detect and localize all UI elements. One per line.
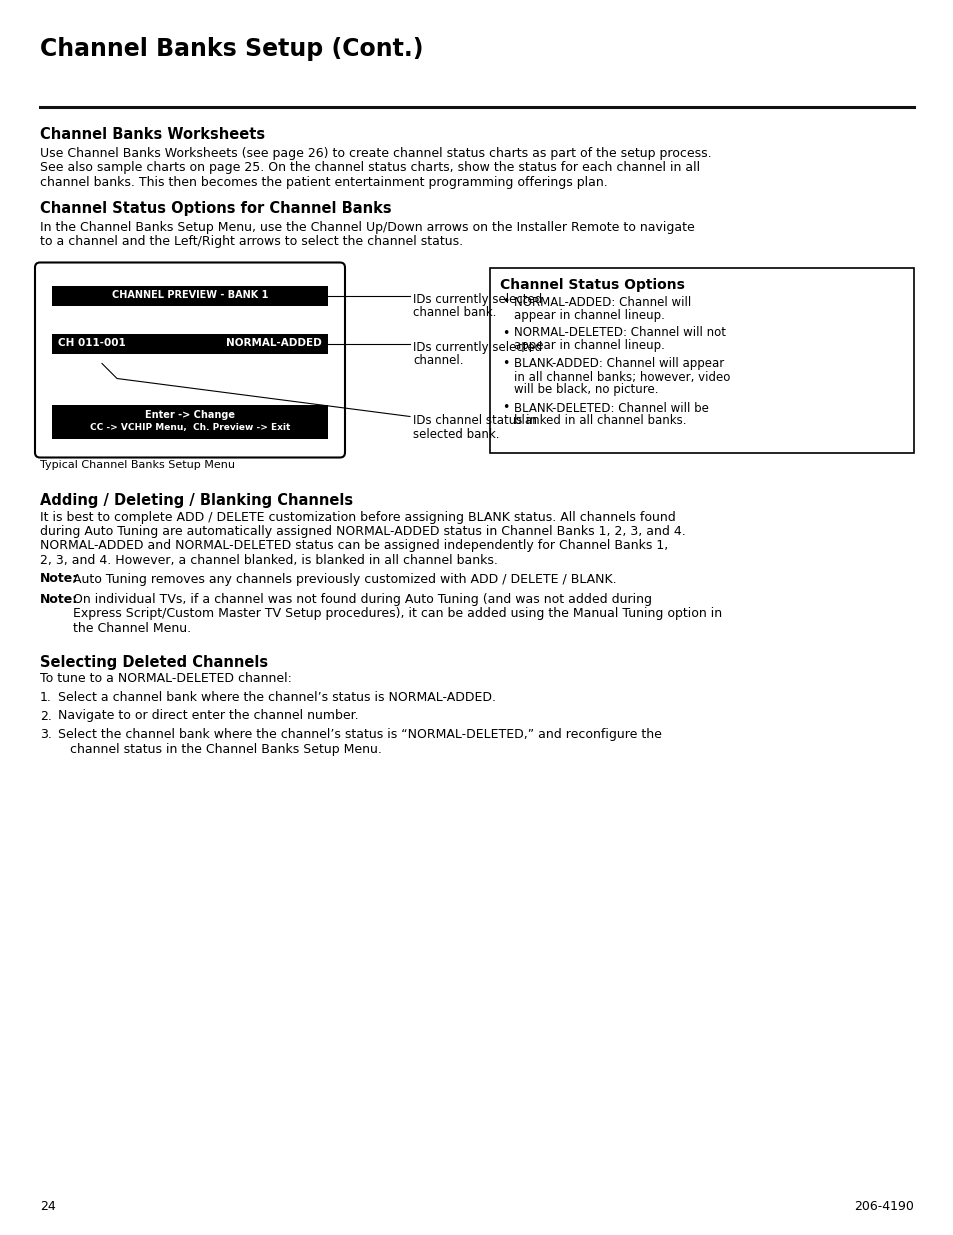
Text: will be black, no picture.: will be black, no picture. (514, 384, 658, 396)
Text: selected bank.: selected bank. (413, 427, 499, 441)
Bar (490, 268, 913, 452)
Text: Navigate to or direct enter the channel number.: Navigate to or direct enter the channel … (58, 709, 358, 722)
Text: Express Script/Custom Master TV Setup procedures), it can be added using the Man: Express Script/Custom Master TV Setup pr… (73, 608, 721, 620)
Text: •: • (501, 401, 509, 415)
Text: 1.: 1. (40, 692, 51, 704)
Text: appear in channel lineup.: appear in channel lineup. (514, 309, 664, 321)
Text: Select the channel bank where the channel’s status is “NORMAL-DELETED,” and reco: Select the channel bank where the channe… (58, 727, 661, 741)
Text: Typical Channel Banks Setup Menu: Typical Channel Banks Setup Menu (40, 461, 234, 471)
Text: NORMAL-ADDED: NORMAL-ADDED (226, 338, 322, 348)
Text: See also sample charts on page 25. On the channel status charts, show the status: See also sample charts on page 25. On th… (40, 162, 700, 174)
Text: 24: 24 (40, 1200, 55, 1213)
Text: BLANK-ADDED: Channel will appear: BLANK-ADDED: Channel will appear (514, 357, 723, 370)
Text: appear in channel lineup.: appear in channel lineup. (514, 340, 664, 352)
Text: To tune to a NORMAL-DELETED channel:: To tune to a NORMAL-DELETED channel: (40, 673, 292, 685)
Text: •: • (501, 357, 509, 370)
Text: NORMAL-ADDED: Channel will: NORMAL-ADDED: Channel will (514, 295, 691, 309)
Text: blanked in all channel banks.: blanked in all channel banks. (514, 415, 686, 427)
Text: Select a channel bank where the channel’s status is NORMAL-ADDED.: Select a channel bank where the channel’… (58, 692, 496, 704)
Text: 206-4190: 206-4190 (853, 1200, 913, 1213)
Text: Note:: Note: (40, 573, 78, 585)
Text: CC -> VCHIP Menu,  Ch. Preview -> Exit: CC -> VCHIP Menu, Ch. Preview -> Exit (90, 424, 290, 432)
Text: NORMAL-ADDED and NORMAL-DELETED status can be assigned independently for Channel: NORMAL-ADDED and NORMAL-DELETED status c… (40, 540, 667, 552)
Text: during Auto Tuning are automatically assigned NORMAL-ADDED status in Channel Ban: during Auto Tuning are automatically ass… (40, 525, 685, 538)
Text: channel bank.: channel bank. (413, 306, 496, 320)
Text: Auto Tuning removes any channels previously customized with ADD / DELETE / BLANK: Auto Tuning removes any channels previou… (73, 573, 616, 585)
Text: Enter -> Change: Enter -> Change (145, 410, 234, 420)
Text: Use Channel Banks Worksheets (see page 26) to create channel status charts as pa: Use Channel Banks Worksheets (see page 2… (40, 147, 711, 161)
Text: •: • (501, 326, 509, 340)
Text: to a channel and the Left/Right arrows to select the channel status.: to a channel and the Left/Right arrows t… (40, 235, 462, 248)
Text: In the Channel Banks Setup Menu, use the Channel Up/Down arrows on the Installer: In the Channel Banks Setup Menu, use the… (40, 221, 694, 233)
Text: channel status in the Channel Banks Setup Menu.: channel status in the Channel Banks Setu… (58, 742, 381, 756)
Text: 2, 3, and 4. However, a channel blanked, is blanked in all channel banks.: 2, 3, and 4. However, a channel blanked,… (40, 555, 497, 567)
Text: CHANNEL PREVIEW - BANK 1: CHANNEL PREVIEW - BANK 1 (112, 290, 268, 300)
Bar (52, 405, 328, 438)
FancyBboxPatch shape (35, 263, 345, 457)
Text: CH 011-001: CH 011-001 (58, 338, 126, 348)
Text: It is best to complete ADD / DELETE customization before assigning BLANK status.: It is best to complete ADD / DELETE cust… (40, 510, 675, 524)
Text: IDs currently selected: IDs currently selected (413, 342, 541, 354)
Text: Selecting Deleted Channels: Selecting Deleted Channels (40, 655, 268, 669)
Text: Adding / Deleting / Blanking Channels: Adding / Deleting / Blanking Channels (40, 493, 353, 508)
Text: Channel Status Options for Channel Banks: Channel Status Options for Channel Banks (40, 200, 392, 215)
Text: IDs currently selected: IDs currently selected (413, 294, 541, 306)
Text: channel.: channel. (413, 354, 463, 368)
Text: NORMAL-DELETED: Channel will not: NORMAL-DELETED: Channel will not (514, 326, 725, 340)
Text: On individual TVs, if a channel was not found during Auto Tuning (and was not ad: On individual TVs, if a channel was not … (73, 593, 651, 606)
Text: Channel Status Options: Channel Status Options (499, 278, 684, 291)
Bar (52, 333, 328, 353)
Text: BLANK-DELETED: Channel will be: BLANK-DELETED: Channel will be (514, 401, 708, 415)
Text: •: • (501, 295, 509, 309)
Text: Channel Banks Setup (Cont.): Channel Banks Setup (Cont.) (40, 37, 423, 61)
Text: Note:: Note: (40, 593, 78, 606)
Text: IDs channel status in: IDs channel status in (413, 415, 537, 427)
Text: Channel Banks Worksheets: Channel Banks Worksheets (40, 127, 265, 142)
Text: 2.: 2. (40, 709, 51, 722)
Text: 3.: 3. (40, 727, 51, 741)
Bar (52, 285, 328, 305)
Text: channel banks. This then becomes the patient entertainment programming offerings: channel banks. This then becomes the pat… (40, 177, 607, 189)
Text: the Channel Menu.: the Channel Menu. (73, 622, 191, 635)
Text: in all channel banks; however, video: in all channel banks; however, video (514, 370, 730, 384)
